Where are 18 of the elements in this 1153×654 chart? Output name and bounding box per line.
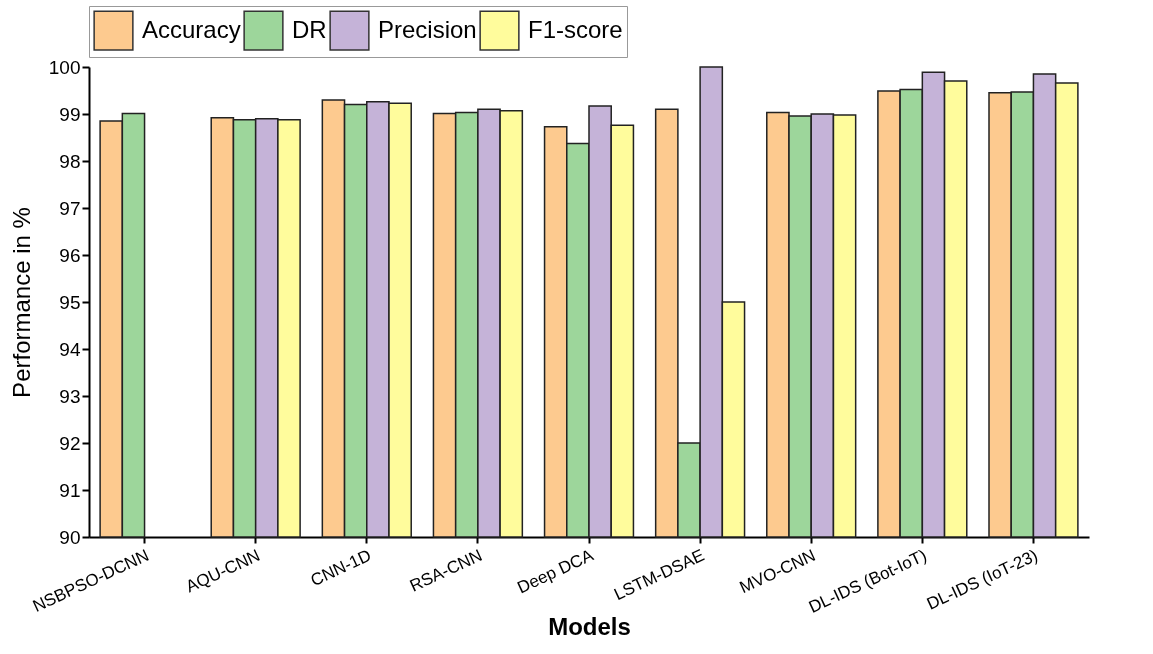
legend-label: DR bbox=[292, 15, 327, 43]
y-tick-label: 90 bbox=[59, 526, 81, 548]
y-tick-label: 99 bbox=[59, 103, 81, 125]
y-tick-label: 96 bbox=[59, 244, 81, 266]
y-tick-label: 93 bbox=[59, 385, 81, 407]
y-tick-label: 98 bbox=[59, 150, 81, 172]
y-tick-label: 94 bbox=[59, 338, 81, 360]
legend-label: F1-score bbox=[528, 15, 623, 43]
x-axis-title: Models bbox=[548, 612, 631, 640]
y-tick-label: 92 bbox=[59, 432, 81, 454]
y-tick-label: 91 bbox=[59, 479, 81, 501]
y-tick-label: 95 bbox=[59, 291, 81, 313]
legend-label: Accuracy bbox=[142, 15, 241, 43]
legend-label: Precision bbox=[378, 15, 477, 43]
x-tick-label: Deep DCA bbox=[514, 545, 597, 598]
y-tick-label: 100 bbox=[48, 56, 81, 78]
y-tick-label: 97 bbox=[59, 197, 81, 219]
y-axis-title: Performance in % bbox=[7, 207, 35, 398]
